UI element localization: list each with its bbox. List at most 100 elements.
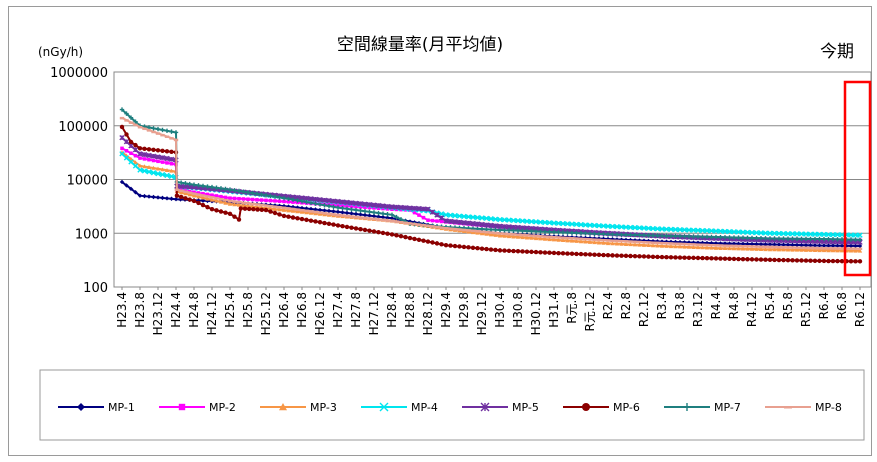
data-point-marker: [452, 227, 458, 231]
data-point-marker: [142, 146, 147, 152]
data-point-marker: [493, 232, 498, 237]
data-point-marker: [605, 232, 611, 237]
data-point-marker: [484, 227, 489, 232]
data-point-marker: [668, 226, 674, 233]
data-point-marker: [331, 209, 336, 214]
x-tick-label: R6.8: [835, 292, 849, 319]
data-point-marker: [610, 253, 615, 258]
data-point-marker: [776, 236, 782, 241]
data-point-marker: [363, 205, 367, 210]
legend-label: MP-7: [714, 401, 741, 414]
data-point-marker: [380, 211, 386, 216]
data-point-marker: [461, 213, 467, 220]
data-point-marker: [299, 199, 305, 204]
data-point-marker: [596, 252, 602, 258]
data-point-marker: [592, 252, 597, 257]
data-point-marker: [834, 232, 841, 238]
data-point-marker: [133, 119, 138, 124]
x-tick-label: H25.8: [241, 292, 255, 328]
data-point-marker: [479, 226, 485, 232]
data-point-marker: [619, 232, 624, 237]
data-point-marker: [704, 243, 710, 247]
data-point-marker: [632, 242, 638, 247]
data-point-marker: [654, 226, 661, 232]
data-point-marker: [682, 242, 687, 246]
data-point-marker: [817, 258, 822, 264]
data-point-marker: [344, 199, 350, 206]
data-point-marker: [821, 258, 827, 264]
data-point-marker: [353, 215, 359, 219]
data-point-marker: [493, 227, 498, 232]
data-point-marker: [731, 235, 737, 240]
x-tick-label: R5.8: [781, 292, 795, 319]
data-point-marker: [821, 236, 827, 242]
data-point-marker: [587, 231, 593, 236]
data-point-marker: [677, 226, 683, 233]
data-point-marker: [209, 207, 215, 212]
data-point-marker: [546, 220, 553, 226]
data-point-marker: [497, 216, 503, 223]
data-point-marker: [853, 248, 858, 253]
data-point-marker: [565, 230, 570, 235]
data-point-marker: [547, 229, 552, 235]
data-point-marker: [232, 200, 237, 203]
x-tick-label: H24.4: [169, 292, 183, 328]
data-point-marker: [542, 219, 548, 226]
data-point-marker: [641, 241, 647, 244]
data-point-marker: [393, 204, 400, 210]
data-point-marker: [763, 236, 768, 241]
data-point-marker: [263, 193, 269, 198]
data-point-marker: [236, 202, 242, 207]
data-point-marker: [483, 215, 490, 222]
data-point-marker: [164, 128, 170, 133]
data-point-marker: [326, 203, 332, 209]
data-point-marker: [250, 190, 255, 196]
data-point-marker: [223, 200, 228, 205]
data-point-marker: [754, 245, 759, 248]
data-point-marker: [690, 227, 697, 233]
data-point-marker: [268, 198, 273, 203]
data-point-marker: [740, 229, 746, 235]
data-point-marker: [497, 223, 503, 229]
data-point-marker: [515, 217, 521, 224]
data-point-marker: [767, 236, 773, 241]
data-point-marker: [857, 247, 863, 251]
data-point-marker: [726, 228, 733, 235]
data-point-marker: [650, 254, 656, 259]
data-point-marker: [259, 207, 264, 212]
data-point-marker: [381, 206, 385, 211]
data-point-marker: [268, 206, 273, 211]
data-point-marker: [821, 248, 827, 253]
data-point-marker: [227, 201, 233, 206]
data-point-marker: [758, 236, 764, 241]
data-point-marker: [246, 197, 250, 202]
data-point-marker: [416, 205, 422, 212]
data-point-marker: [740, 235, 746, 240]
data-point-marker: [308, 210, 314, 215]
data-point-marker: [150, 153, 157, 159]
x-tick-label: H28.12: [421, 292, 435, 335]
data-point-marker: [713, 234, 719, 240]
data-point-marker: [506, 217, 512, 223]
data-point-marker: [232, 214, 237, 219]
data-point-marker: [601, 240, 606, 245]
data-point-marker: [686, 227, 692, 233]
data-point-marker: [169, 161, 174, 166]
data-point-marker: [519, 218, 526, 224]
data-point-marker: [479, 231, 485, 236]
data-point-marker: [196, 191, 201, 195]
data-point-marker: [731, 229, 737, 235]
data-point-marker: [128, 115, 134, 120]
data-point-marker: [623, 232, 629, 238]
data-point-marker: [304, 199, 309, 205]
data-point-marker: [349, 215, 354, 218]
data-point-marker: [493, 247, 498, 253]
data-point-marker: [488, 232, 494, 237]
data-point-marker: [155, 126, 161, 132]
data-point-marker: [740, 244, 746, 248]
chart-title: 空間線量率(月平均値): [337, 35, 503, 55]
data-point-marker: [515, 233, 521, 237]
data-point-marker: [236, 188, 242, 194]
data-point-marker: [785, 230, 791, 237]
data-point-marker: [335, 223, 341, 228]
